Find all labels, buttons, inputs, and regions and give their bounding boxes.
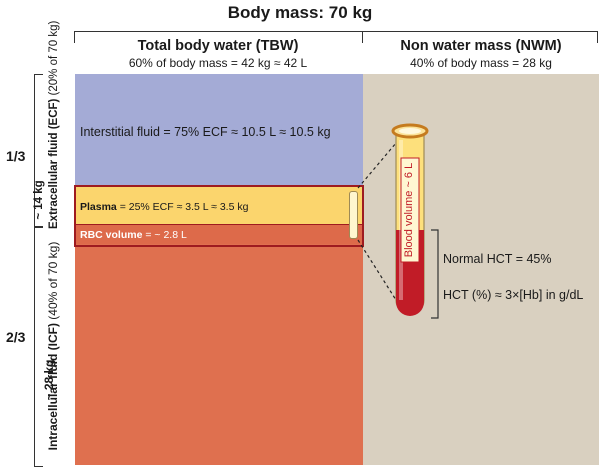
hct-formula-label: HCT (%) ≈ 3×[Hb] in g/dL xyxy=(443,288,584,302)
bracket-tick-middle xyxy=(362,31,363,43)
interstitial-region xyxy=(75,74,363,186)
icf-fraction: 2/3 xyxy=(6,329,26,345)
plasma-label: Plasma = 25% ECF ≈ 3.5 L ≈ 3.5 kg xyxy=(80,201,248,213)
tbw-subheading: 60% of body mass = 42 kg ≈ 42 L xyxy=(128,56,308,70)
hct-bracket xyxy=(431,229,439,319)
rbc-region xyxy=(75,224,363,244)
plasma-name: Plasma xyxy=(80,201,117,213)
mini-tube xyxy=(349,191,358,239)
plasma-region xyxy=(75,186,363,224)
bracket-tick-left xyxy=(74,31,75,43)
interstitial-label: Interstitial fluid = 75% ECF ≈ 10.5 L ≈ … xyxy=(80,125,331,139)
nwm-heading: Non water mass (NWM) xyxy=(400,38,562,54)
plasma-equation: = 25% ECF ≈ 3.5 L ≈ 3.5 kg xyxy=(116,201,249,213)
icf-region xyxy=(75,244,363,465)
icf-bracket xyxy=(34,226,43,467)
blood-highlight-box xyxy=(74,185,364,247)
normal-hct-label: Normal HCT = 45% xyxy=(443,252,552,266)
tube-label-sleeve xyxy=(400,157,420,263)
ecf-bracket xyxy=(34,74,43,228)
rbc-equation: = ~ 2.8 L xyxy=(142,229,187,241)
rbc-label: RBC volume = ~ 2.8 L xyxy=(80,229,187,241)
rbc-name: RBC volume xyxy=(80,229,143,241)
connector-top xyxy=(357,142,397,189)
tbw-heading: Total body water (TBW) xyxy=(137,38,299,54)
connector-bottom xyxy=(357,239,397,301)
body-mass-bracket xyxy=(74,31,598,32)
ecf-fraction: 1/3 xyxy=(6,148,26,164)
blood-volume-label: Blood volume ~ 6 L xyxy=(403,162,415,258)
plasma-rbc-divider xyxy=(76,224,362,225)
nwm-subheading: 40% of body mass = 28 kg xyxy=(410,56,552,70)
diagram-title: Body mass: 70 kg xyxy=(227,3,373,22)
tube-opening xyxy=(399,128,421,134)
bracket-tick-right xyxy=(597,31,598,43)
